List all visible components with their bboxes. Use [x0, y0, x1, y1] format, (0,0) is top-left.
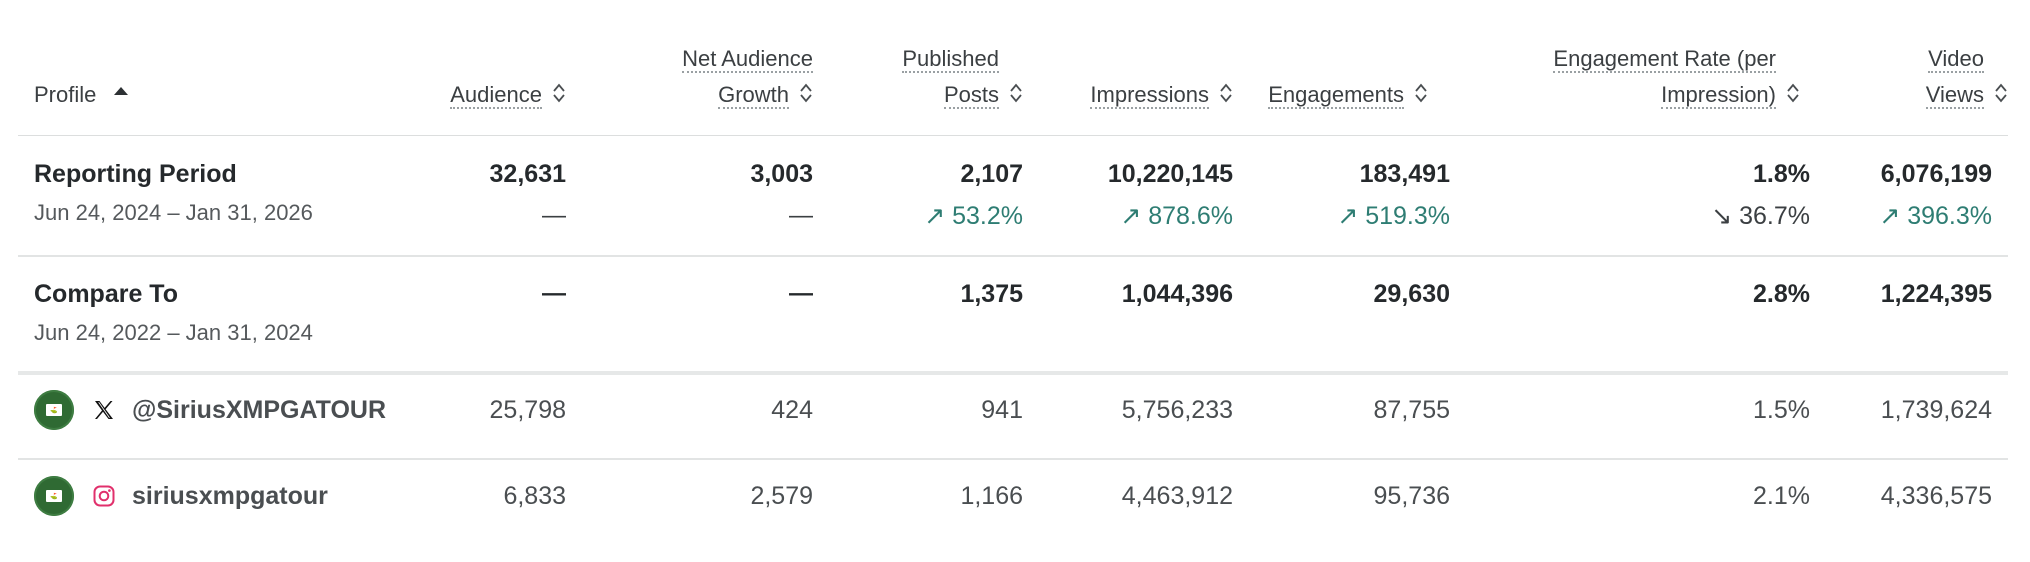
profile-cell[interactable]: ⛳ @SiriusXMPGATOUR: [34, 390, 386, 430]
sort-ascending-icon[interactable]: [112, 81, 130, 105]
compare-title: Compare To: [34, 280, 178, 308]
col-label-eng-rate-line2: Impression): [1661, 82, 1776, 109]
sort-toggle-icon[interactable]: [1009, 81, 1023, 105]
reporting-period-range: Jun 24, 2024 – Jan 31, 2026: [34, 200, 313, 225]
profile-net-growth: 2,579: [750, 482, 813, 510]
profile-handle[interactable]: siriusxmpgatour: [132, 481, 328, 510]
reporting-video-views: 6,076,199: [1880, 160, 1992, 188]
reporting-audience: 32,631: [489, 160, 566, 188]
col-label-audience: Audience: [450, 82, 542, 109]
col-header-audience[interactable]: Audience: [450, 77, 566, 113]
col-label-engagements: Engagements: [1268, 82, 1404, 109]
reporting-published-delta: ↗ 53.2%: [924, 202, 1023, 230]
col-label-net-growth-line2: Growth: [718, 82, 789, 109]
compare-impressions: 1,044,396: [1121, 280, 1233, 308]
reporting-published: 2,107: [960, 160, 1023, 188]
col-label-published-line1: Published: [902, 46, 999, 73]
reporting-net-growth: 3,003: [750, 160, 813, 188]
col-label-published-line2: Posts: [943, 82, 999, 109]
profile-engagements: 87,755: [1373, 396, 1450, 424]
x-icon: [90, 396, 118, 424]
col-header-video-views[interactable]: Video Views: [1925, 41, 2008, 113]
profile-audience: 25,798: [489, 396, 566, 424]
reporting-net-growth-delta: —: [789, 202, 813, 229]
reporting-video-views-delta: ↗ 396.3%: [1879, 202, 1992, 230]
profile-impressions: 4,463,912: [1121, 482, 1233, 510]
profile-cell[interactable]: ⛳ siriusxmpgatour: [34, 476, 328, 516]
sort-toggle-icon[interactable]: [1219, 81, 1233, 105]
table-row-compare-to: Compare To Jun 24, 2022 – Jan 31, 2024 —…: [18, 257, 2008, 375]
reporting-impressions: 10,220,145: [1107, 160, 1233, 188]
col-label-video-views-line2: Views: [1925, 82, 1984, 109]
compare-engagements: 29,630: [1373, 280, 1450, 308]
compare-published: 1,375: [960, 280, 1023, 308]
col-label-video-views-line1: Video: [1928, 46, 1984, 73]
col-label-impressions: Impressions: [1090, 82, 1209, 109]
col-header-engagements[interactable]: Engagements: [1268, 77, 1428, 113]
table-row-reporting-period: Reporting Period Jun 24, 2024 – Jan 31, …: [18, 135, 2008, 257]
reporting-impressions-delta: ↗ 878.6%: [1120, 202, 1233, 230]
profile-engagement-rate: 2.1%: [1753, 482, 1810, 510]
table-header: Profile Audience Net Audience Growth Pub…: [18, 0, 2008, 136]
compare-range: Jun 24, 2022 – Jan 31, 2024: [34, 320, 313, 345]
reporting-engagement-rate-delta: ↘ 36.7%: [1711, 202, 1810, 230]
instagram-icon: [90, 482, 118, 510]
reporting-engagements-delta: ↗ 519.3%: [1337, 202, 1450, 230]
table-row[interactable]: ⛳ siriusxmpgatour 6,833 2,579 1,166 4,46…: [18, 460, 2008, 548]
table-row[interactable]: ⛳ @SiriusXMPGATOUR 25,798 424 941 5,756,…: [18, 375, 2008, 460]
profile-video-views: 4,336,575: [1880, 482, 1992, 510]
reporting-engagement-rate: 1.8%: [1753, 160, 1810, 188]
sort-toggle-icon[interactable]: [799, 81, 813, 105]
reporting-audience-delta: —: [542, 202, 566, 229]
profile-video-views: 1,739,624: [1880, 396, 1992, 424]
compare-engagement-rate: 2.8%: [1753, 280, 1810, 308]
profile-net-growth: 424: [771, 396, 813, 424]
col-header-profile[interactable]: Profile: [34, 77, 130, 113]
profile-engagements: 95,736: [1373, 482, 1450, 510]
profile-impressions: 5,756,233: [1121, 396, 1233, 424]
avatar: ⛳: [34, 476, 74, 516]
col-label-net-growth-line1: Net Audience: [682, 46, 813, 73]
profile-published: 941: [981, 396, 1023, 424]
compare-audience: —: [542, 280, 566, 307]
col-header-net-growth[interactable]: Net Audience Growth: [682, 41, 813, 113]
profile-handle[interactable]: @SiriusXMPGATOUR: [132, 395, 387, 424]
reporting-period-title: Reporting Period: [34, 160, 237, 188]
sort-toggle-icon[interactable]: [1414, 81, 1428, 105]
sort-toggle-icon[interactable]: [1786, 81, 1800, 105]
avatar: ⛳: [34, 390, 74, 430]
compare-net-growth: —: [789, 280, 813, 307]
reporting-engagements: 183,491: [1359, 160, 1450, 188]
col-header-impressions[interactable]: Impressions: [1090, 77, 1233, 113]
pga-tour-logo-icon: ⛳: [46, 490, 62, 502]
profile-engagement-rate: 1.5%: [1753, 396, 1810, 424]
sort-toggle-icon[interactable]: [1994, 81, 2008, 105]
pga-tour-logo-icon: ⛳: [46, 404, 62, 416]
sort-toggle-icon[interactable]: [552, 81, 566, 105]
col-label-eng-rate-line1: Engagement Rate (per: [1553, 46, 1776, 73]
col-label-profile: Profile: [34, 82, 97, 107]
profile-published: 1,166: [960, 482, 1023, 510]
compare-video-views: 1,224,395: [1880, 280, 1992, 308]
col-header-published-posts[interactable]: Published Posts: [902, 41, 1023, 113]
col-header-engagement-rate[interactable]: Engagement Rate (per Impression): [1553, 41, 1800, 113]
profile-audience: 6,833: [503, 482, 566, 510]
